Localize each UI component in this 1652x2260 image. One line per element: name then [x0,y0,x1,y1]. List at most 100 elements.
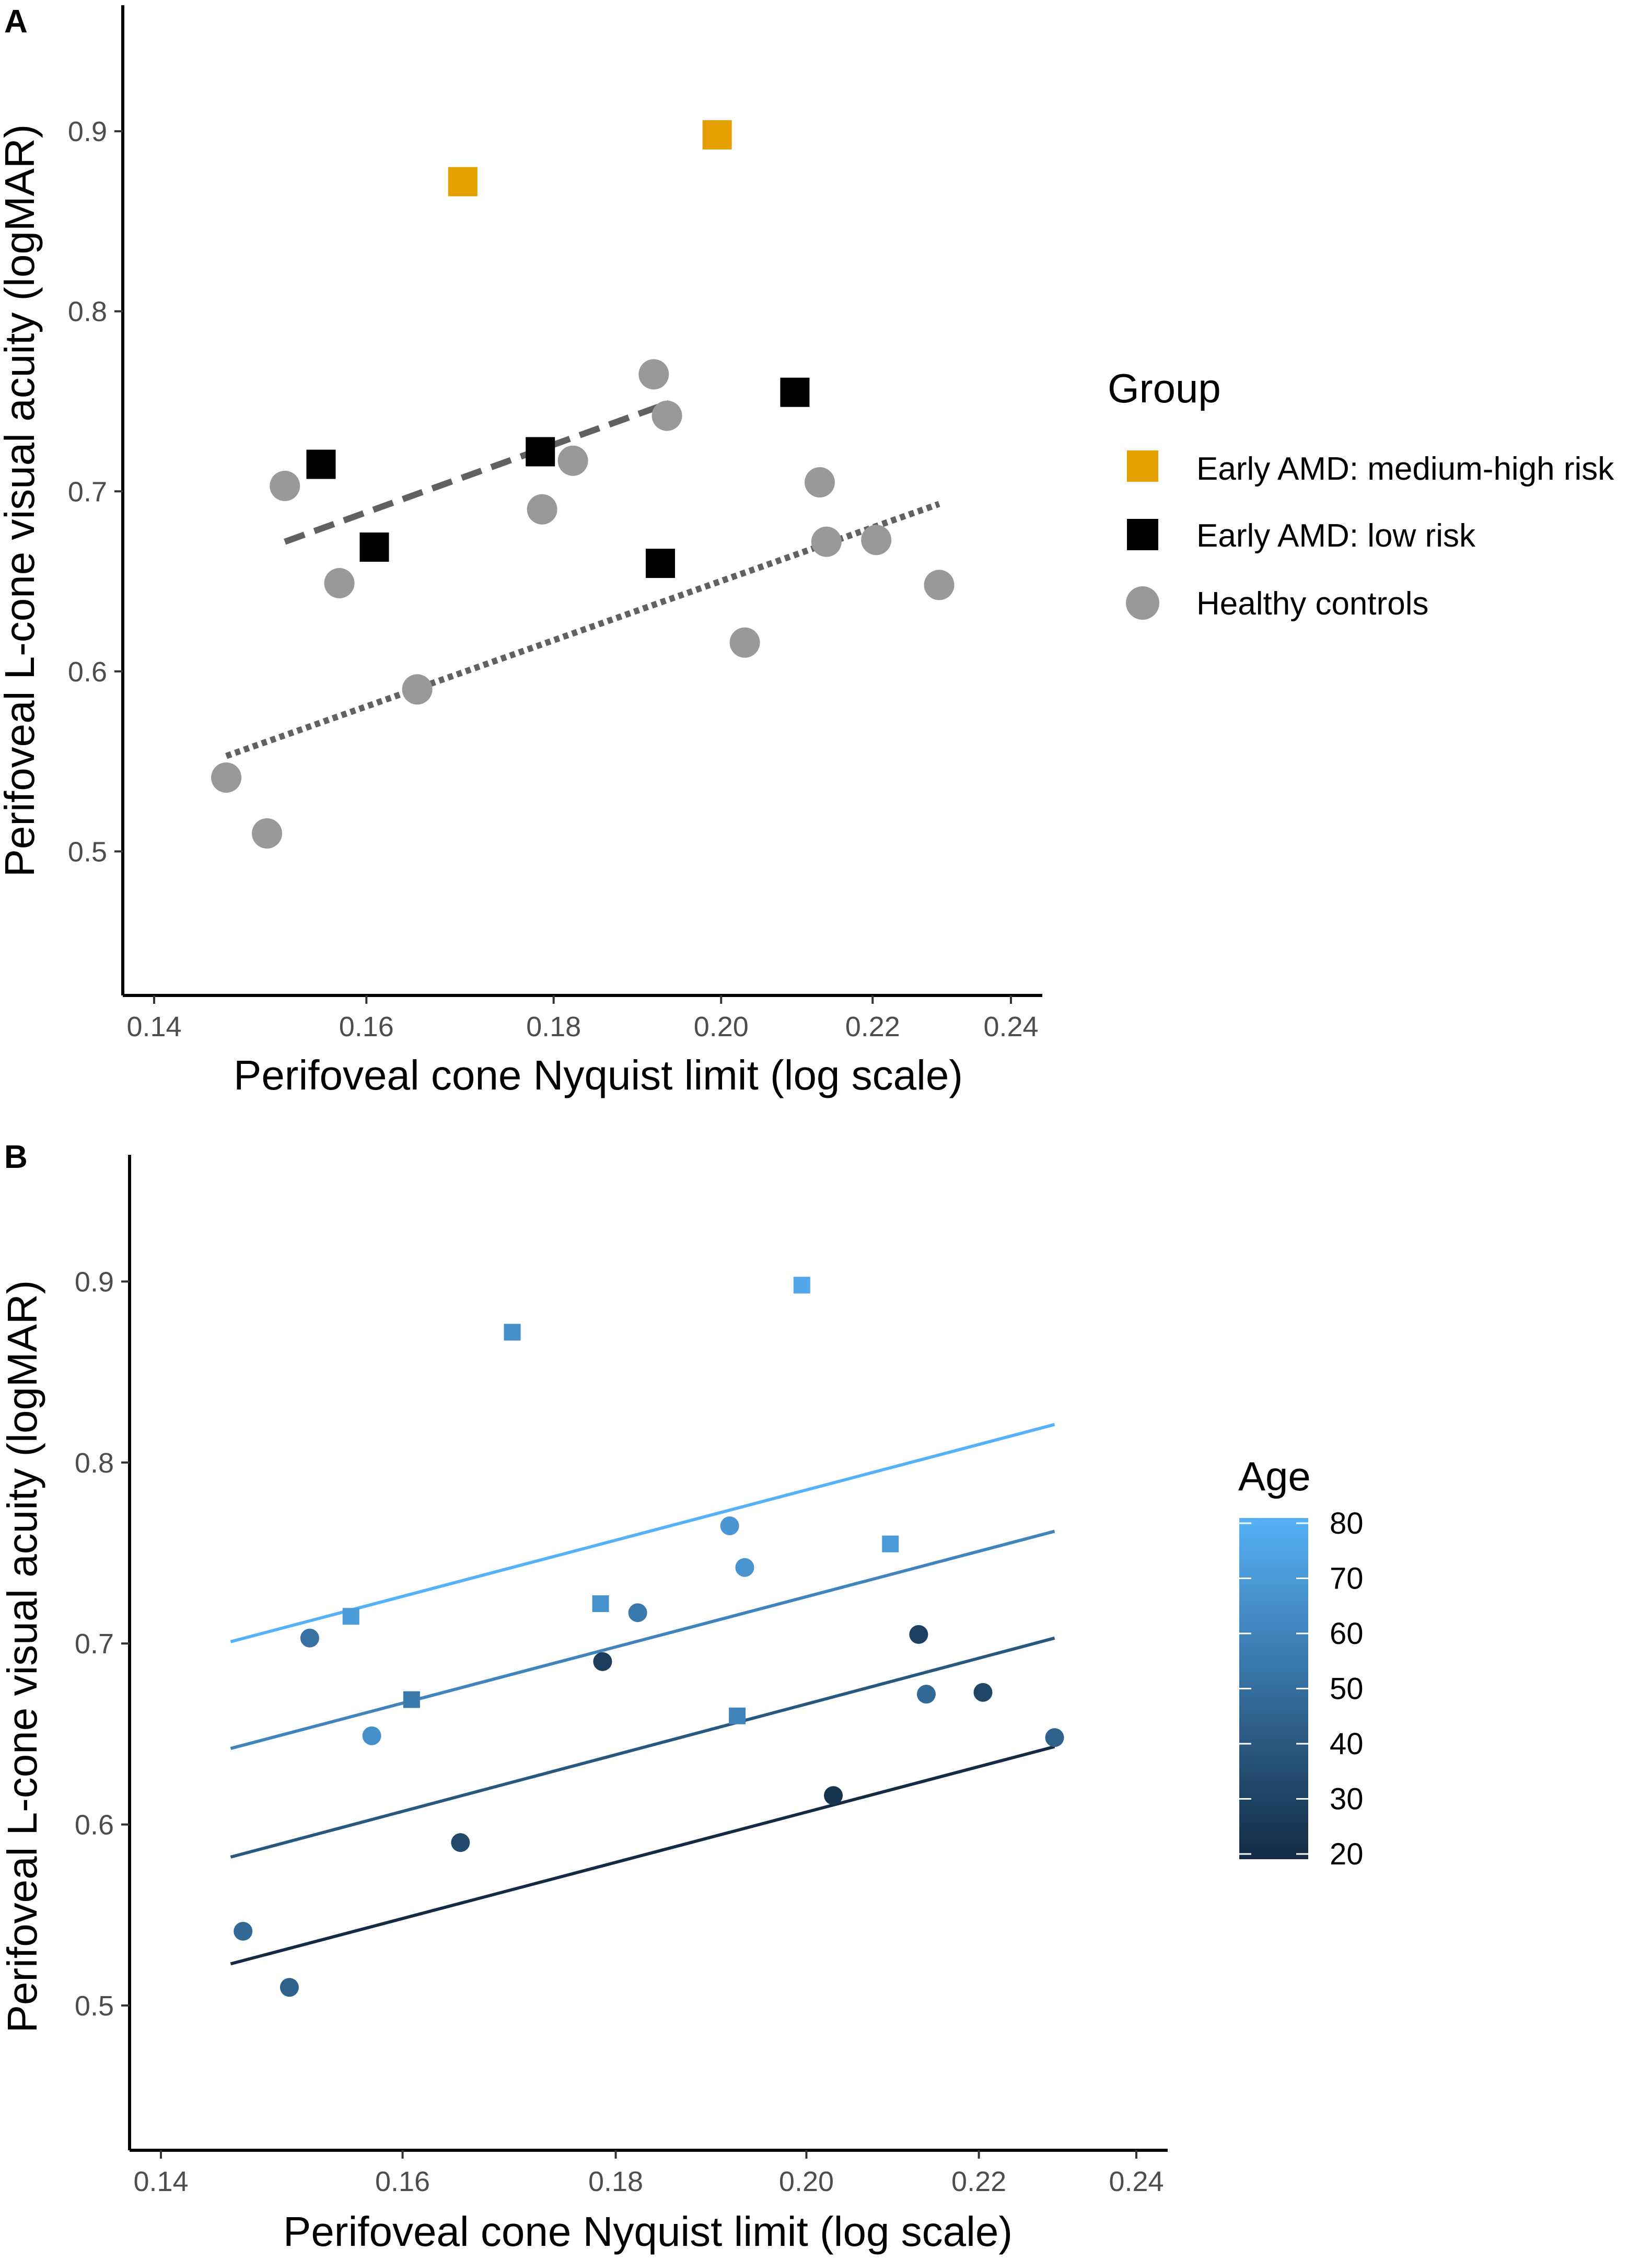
legend-title: Group [1108,365,1221,411]
data-point-healthy [1045,1728,1064,1747]
legend-key-healthy [1126,586,1159,620]
x-tick-label: 0.18 [588,2166,643,2197]
data-point-healthy [916,1685,936,1704]
panel-a-label: A [4,4,28,40]
data-point-amd [504,1324,521,1341]
legend-key-amd-low [1127,519,1158,550]
x-tick-label: 0.14 [133,2166,188,2197]
colorbar-tick-label: 50 [1330,1672,1364,1706]
data-point-healthy [735,1558,754,1577]
legend-item-amd-medium-high: Early AMD: medium-high risk [1127,450,1614,487]
panel-a-x-label: Perifoveal cone Nyquist limit (log scale… [234,1052,963,1098]
data-point-healthy [557,445,588,476]
data-point-amd_low [526,437,555,467]
x-tick-label: 0.14 [126,1011,181,1042]
data-point-amd [793,1277,810,1294]
panel-a-x-ticks: 0.14 0.16 0.18 0.20 0.22 0.24 [126,995,1039,1042]
data-point-healthy [211,762,242,793]
data-point-amd [342,1608,359,1625]
y-tick-label: 0.6 [68,656,107,688]
data-point-healthy [451,1833,470,1852]
data-point-amd [882,1535,899,1552]
colorbar-title: Age [1238,1453,1311,1499]
y-tick-label: 0.9 [75,1266,114,1297]
data-point-healthy [924,570,955,600]
x-tick-label: 0.22 [951,2166,1006,2197]
age-line [230,1636,1055,1859]
data-point-healthy [805,467,835,498]
data-point-healthy [402,674,433,705]
panel-a-legend: Group Early AMD: medium-high risk Early … [1108,365,1614,622]
colorbar-tick-label: 80 [1330,1506,1364,1540]
age-line [230,1529,1055,1750]
data-point-amd [403,1691,420,1708]
data-point-healthy [270,470,300,501]
data-point-amd [592,1595,609,1612]
legend-label-amd-low: Early AMD: low risk [1196,518,1476,554]
y-tick-label: 0.5 [75,1990,114,2022]
colorbar-ticks: 20 30 40 50 60 70 80 [1239,1506,1364,1871]
panel-b-label: B [4,1139,28,1175]
panel-b-x-label: Perifoveal cone Nyquist limit (log scale… [283,2208,1013,2255]
legend-label-healthy: Healthy controls [1196,586,1429,622]
data-point-amd_low [645,549,675,578]
data-point-healthy [811,526,842,557]
panel-b-x-ticks: 0.14 0.16 0.18 0.20 0.22 0.24 [133,2150,1164,2197]
data-point-amd_mh [702,120,732,150]
data-point-amd_low [306,449,336,479]
age-colorbar: Age 20 30 40 50 60 70 80 [1238,1453,1364,1871]
data-point-amd_mh [448,167,478,196]
legend-label-amd-medium-high: Early AMD: medium-high risk [1196,451,1614,487]
panel-b-points [234,1277,1064,1997]
panel-b: B 0.14 0.16 0.18 0.20 0.22 0.24 0.50.60.70.80… [0,1139,1364,2255]
age-line [230,1423,1055,1643]
colorbar-tick-label: 70 [1330,1562,1364,1596]
x-tick-label: 0.16 [375,2166,430,2197]
data-point-healthy [300,1628,319,1648]
data-point-amd [729,1707,746,1724]
panel-b-y-ticks: 0.5 0.6 0.7 0.8 0.9 [75,1266,130,2022]
colorbar-tick-label: 20 [1330,1837,1364,1871]
data-point-healthy [234,1921,253,1941]
age-line [230,1745,1055,1966]
y-tick-label: 0.9 [68,116,107,147]
data-point-healthy [720,1516,739,1536]
y-tick-label: 0.6 [75,1810,114,1841]
dashed-fit-line [284,400,670,545]
data-point-healthy [729,627,760,658]
panel-b-age-lines [230,1423,1055,1966]
panel-a: A 0.14 0.16 0.18 0.20 0.22 0.24 0.50.60.70.80… [0,4,1614,1098]
data-point-healthy [324,567,355,598]
colorbar-tick-label: 60 [1330,1617,1364,1651]
x-tick-label: 0.20 [779,2166,834,2197]
panel-a-points [211,120,955,849]
y-tick-label: 0.8 [75,1447,114,1479]
data-point-healthy [280,1978,299,1997]
colorbar-tick-label: 40 [1330,1727,1364,1761]
legend-item-amd-low: Early AMD: low risk [1127,518,1476,554]
legend-key-amd-medium-high [1127,450,1158,482]
data-point-healthy [362,1726,381,1745]
x-tick-label: 0.18 [526,1011,581,1042]
data-point-amd_low [780,377,810,407]
y-tick-label: 0.7 [68,476,107,507]
y-tick-label: 0.5 [68,836,107,867]
panel-b-y-label: Perifoveal L-cone visual acuity (logMAR) [0,1280,45,2033]
data-point-healthy [973,1683,993,1702]
panel-a-y-ticks: 0.5 0.6 0.7 0.8 0.9 [68,116,123,867]
x-tick-label: 0.24 [983,1011,1038,1042]
data-point-healthy [628,1603,647,1622]
data-point-healthy [861,525,892,555]
y-tick-label: 0.7 [75,1628,114,1660]
data-point-amd_low [359,532,389,562]
data-point-healthy [593,1652,612,1671]
data-point-healthy [527,494,557,525]
data-point-healthy [252,818,283,849]
data-point-healthy [652,400,682,431]
colorbar-tick-label: 30 [1330,1782,1364,1816]
x-tick-label: 0.16 [339,1011,394,1042]
legend-item-healthy: Healthy controls [1126,586,1429,622]
x-tick-label: 0.24 [1109,2166,1164,2197]
data-point-healthy [909,1625,928,1644]
